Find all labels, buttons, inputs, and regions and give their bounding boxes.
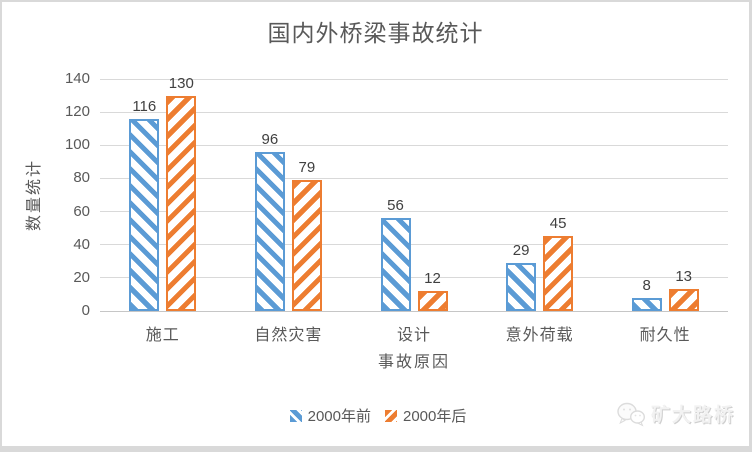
legend-label-2000年前: 2000年前 — [307, 408, 371, 425]
x-tick-设计: 设计 — [396, 327, 431, 344]
y-tick-120: 120 — [64, 103, 90, 121]
data-label-2000年前-意外荷载: 29 — [512, 241, 530, 259]
bar-2000年后-耐久性 — [668, 289, 699, 311]
data-label-2000年前-耐久性: 8 — [642, 276, 651, 294]
y-tick-0: 0 — [81, 302, 90, 319]
x-tick-自然灾害: 自然灾害 — [254, 327, 323, 344]
legend-swatch-2000年前 — [289, 409, 302, 422]
y-tick-80: 80 — [73, 169, 90, 187]
legend: 2000年前 2000年后 — [2, 405, 749, 426]
chart-title: 国内外桥梁事故统计 — [267, 20, 484, 46]
wechat-icon — [617, 402, 645, 427]
plot-area: 116 130 96 79 56 12 29 45 8 13 — [100, 75, 728, 312]
x-tick-施工: 施工 — [145, 327, 180, 344]
bar-2000年后-自然灾害 — [291, 180, 322, 311]
bar-2000年后-设计 — [417, 291, 448, 311]
legend-item-2000年前: 2000年前 — [289, 405, 371, 426]
legend-swatch-2000年后 — [385, 409, 397, 422]
x-tick-耐久性: 耐久性 — [639, 327, 691, 344]
watermark-text: 矿大路桥 — [650, 405, 735, 426]
data-label-2000年后-自然灾害: 79 — [298, 159, 316, 177]
bar-2000年前-设计 — [380, 218, 411, 311]
x-axis-title: 事故原因 — [377, 354, 450, 371]
bar-2000年后-施工 — [166, 95, 197, 311]
gridline-20 — [100, 277, 728, 279]
data-label-2000年前-自然灾害: 96 — [261, 130, 279, 148]
bar-2000年前-自然灾害 — [254, 151, 285, 311]
legend-label-2000年后: 2000年后 — [403, 408, 467, 425]
bar-2000年前-意外荷载 — [506, 262, 537, 311]
data-label-2000年后-设计: 12 — [424, 270, 441, 288]
gridline-60 — [100, 211, 728, 213]
y-tick-60: 60 — [73, 202, 90, 220]
gridline-100 — [100, 144, 728, 146]
gridline-40 — [100, 244, 728, 246]
legend-item-2000年后: 2000年后 — [385, 405, 466, 426]
y-tick-20: 20 — [73, 268, 90, 286]
data-label-2000年后-意外荷载: 45 — [549, 215, 567, 233]
gridline-140 — [100, 78, 728, 80]
watermark: 矿大路桥 — [616, 400, 735, 427]
bar-2000年前-耐久性 — [631, 297, 662, 311]
gridline-80 — [100, 177, 728, 179]
data-label-2000年后-耐久性: 13 — [675, 268, 693, 286]
gridline-120 — [100, 111, 728, 113]
bar-2000年后-意外荷载 — [543, 236, 574, 311]
y-tick-100: 100 — [64, 136, 90, 154]
bar-2000年前-施工 — [129, 118, 160, 311]
data-label-2000年后-施工: 130 — [168, 74, 194, 92]
y-tick-140: 140 — [64, 70, 90, 87]
gridline-0 — [100, 310, 728, 312]
data-label-2000年前-施工: 116 — [132, 97, 157, 115]
data-label-2000年前-设计: 56 — [387, 197, 404, 215]
x-tick-意外荷载: 意外荷载 — [505, 327, 574, 344]
y-tick-40: 40 — [73, 235, 90, 253]
